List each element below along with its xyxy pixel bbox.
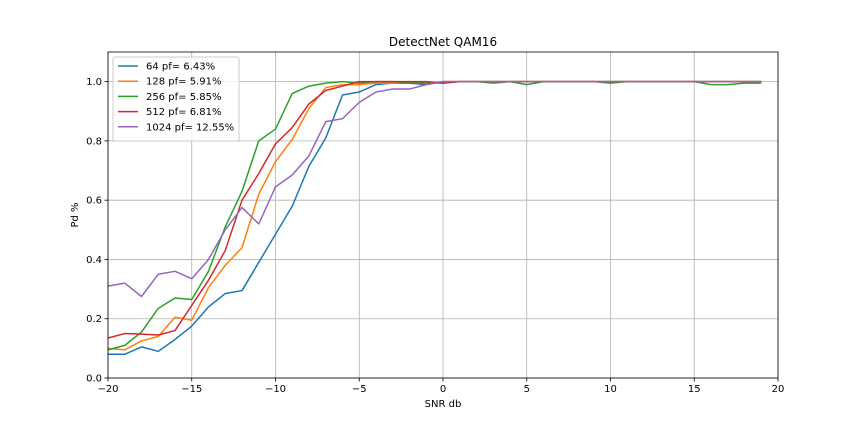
series-lines xyxy=(107,80,762,356)
legend-entry: 64 pf= 6.43% xyxy=(146,62,215,73)
legend: 64 pf= 6.43% 128 pf= 5.91% 256 pf= 5.85% 51… xyxy=(112,56,240,142)
x-tick-label: −5 xyxy=(352,384,367,395)
legend-entry: 128 pf= 5.91% xyxy=(146,77,221,88)
x-tick-label: −20 xyxy=(97,384,118,395)
y-axis-label: Pd % xyxy=(70,202,81,227)
x-tick-label: 5 xyxy=(524,384,530,395)
x-tick-label: 15 xyxy=(688,384,701,395)
legend-entry: 1024 pf= 12.55% xyxy=(146,122,234,133)
y-tick-label: 0.0 xyxy=(86,374,102,385)
y-tick-label: 0.2 xyxy=(86,314,102,325)
legend-items: 64 pf= 6.43% 128 pf= 5.91% 256 pf= 5.85% 51… xyxy=(118,62,234,133)
x-tick-label: −15 xyxy=(181,384,202,395)
legend-entry: 512 pf= 6.81% xyxy=(146,107,221,118)
x-tick-label: 20 xyxy=(772,384,785,395)
x-tick-label: −10 xyxy=(265,384,286,395)
x-tick-label: 10 xyxy=(604,384,617,395)
y-tick-label: 1.0 xyxy=(86,77,102,88)
x-axis-label: SNR db xyxy=(425,399,462,410)
axis-ticks: −20 −15 −10 −5 0 5 10 15 20 0.0 0.2 0.4 0.6 0.8 1.0 xyxy=(86,77,784,395)
x-tick-label: 0 xyxy=(440,384,446,395)
legend-entry: 256 pf= 5.85% xyxy=(146,92,221,103)
y-tick-label: 0.6 xyxy=(86,196,102,207)
y-tick-label: 0.8 xyxy=(86,136,102,147)
y-tick-label: 0.4 xyxy=(86,255,102,266)
chart-title: DetectNet QAM16 xyxy=(389,35,497,49)
legend-box xyxy=(112,56,240,142)
series-line xyxy=(107,80,762,298)
